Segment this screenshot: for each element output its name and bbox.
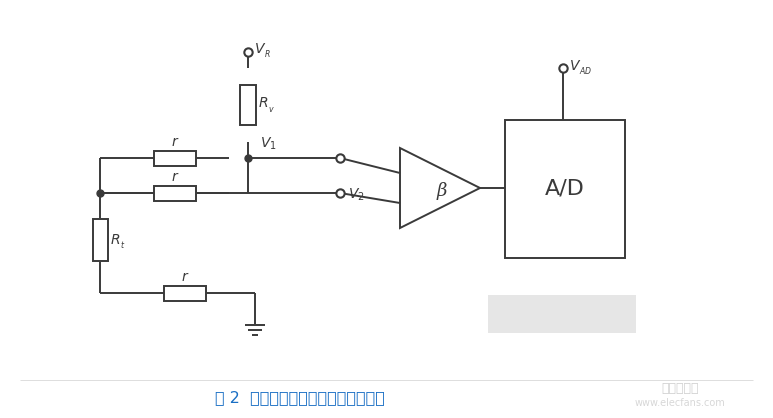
Text: $r$: $r$	[181, 270, 189, 284]
Bar	[93, 219, 107, 261]
Text: $V$: $V$	[569, 59, 581, 73]
Text: $V_1$: $V_1$	[260, 136, 277, 152]
Bar	[240, 85, 256, 125]
Text: $_v$: $_v$	[268, 105, 274, 115]
Text: $r$: $r$	[171, 170, 179, 184]
Text: 图 2  恒压分压式三线制法测量原理图: 图 2 恒压分压式三线制法测量原理图	[215, 390, 385, 405]
Text: $V$: $V$	[254, 42, 266, 56]
Text: β: β	[437, 182, 448, 200]
Text: www.elecfans.com: www.elecfans.com	[635, 398, 725, 408]
Bar	[164, 285, 206, 301]
Text: $R$: $R$	[258, 96, 268, 110]
Text: 电子发烧友: 电子发烧友	[661, 382, 699, 395]
Text: $_t$: $_t$	[120, 240, 125, 252]
Bar	[154, 150, 196, 166]
Bar	[154, 186, 196, 201]
Text: A/D: A/D	[545, 179, 585, 199]
Bar	[505, 120, 625, 258]
Text: $_R$: $_R$	[264, 49, 271, 61]
Bar	[488, 295, 636, 333]
Text: $_{AD}$: $_{AD}$	[579, 66, 592, 78]
Text: $V_2$: $V_2$	[348, 187, 365, 203]
Text: $R$: $R$	[110, 233, 121, 247]
Text: $r$: $r$	[171, 135, 179, 149]
